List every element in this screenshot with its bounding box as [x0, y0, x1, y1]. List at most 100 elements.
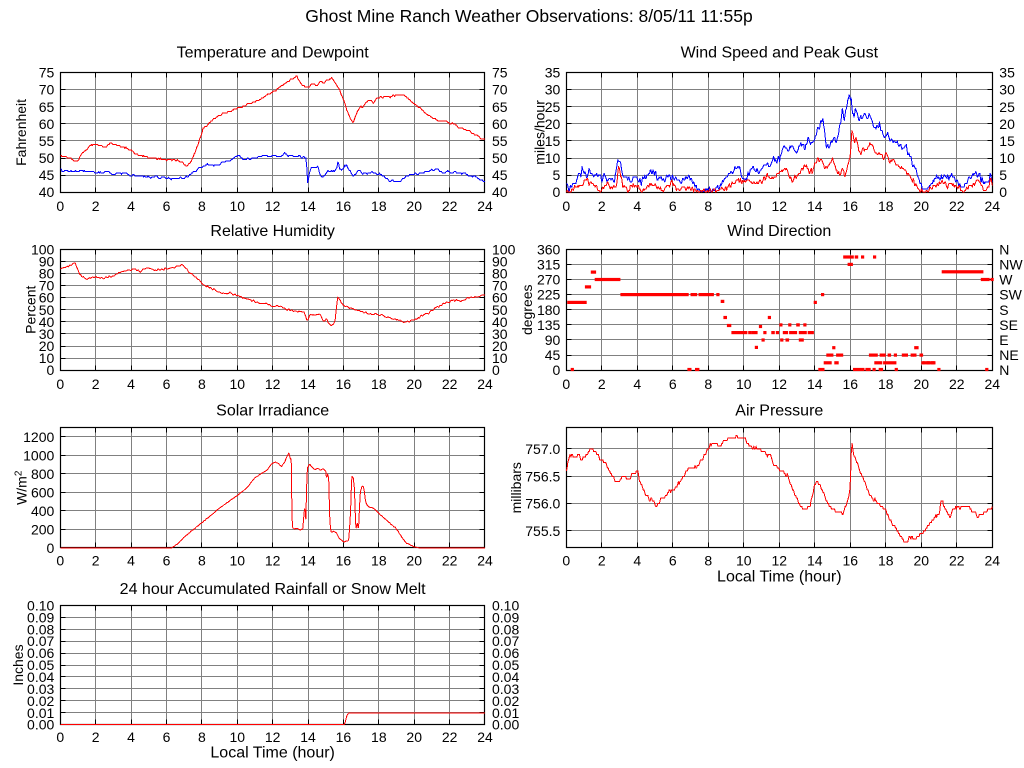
svg-text:NW: NW [999, 256, 1023, 272]
svg-text:0: 0 [47, 540, 55, 556]
svg-text:70: 70 [39, 278, 55, 294]
svg-text:15: 15 [999, 133, 1015, 149]
svg-text:24: 24 [477, 552, 493, 568]
svg-text:Percent: Percent [23, 286, 39, 334]
svg-text:2: 2 [598, 376, 606, 392]
svg-text:55: 55 [39, 133, 55, 149]
svg-text:6: 6 [669, 552, 677, 568]
svg-text:22: 22 [442, 729, 458, 745]
svg-text:756.0: 756.0 [525, 496, 560, 512]
svg-text:20: 20 [406, 376, 422, 392]
svg-text:50: 50 [39, 150, 55, 166]
svg-text:Temperature and Dewpoint: Temperature and Dewpoint [177, 44, 370, 61]
svg-text:30: 30 [545, 82, 561, 98]
svg-text:0.08: 0.08 [492, 621, 519, 637]
svg-text:16: 16 [336, 552, 352, 568]
svg-text:16: 16 [843, 198, 859, 214]
svg-text:12: 12 [265, 376, 281, 392]
svg-text:2: 2 [598, 552, 606, 568]
svg-text:55: 55 [492, 133, 508, 149]
svg-text:8: 8 [198, 198, 206, 214]
svg-text:24: 24 [985, 376, 1001, 392]
svg-text:0: 0 [492, 362, 500, 378]
svg-text:100: 100 [492, 241, 516, 257]
svg-text:Wind Speed and Peak Gust: Wind Speed and Peak Gust [681, 44, 879, 61]
svg-text:0: 0 [56, 729, 64, 745]
svg-text:2: 2 [598, 198, 606, 214]
svg-text:14: 14 [300, 552, 316, 568]
svg-text:14: 14 [807, 198, 823, 214]
svg-text:2: 2 [92, 552, 100, 568]
svg-text:2: 2 [92, 198, 100, 214]
svg-text:65: 65 [492, 99, 508, 115]
svg-text:16: 16 [843, 552, 859, 568]
svg-text:10: 10 [492, 350, 508, 366]
svg-text:10: 10 [736, 552, 752, 568]
svg-text:12: 12 [772, 376, 788, 392]
svg-text:0.09: 0.09 [492, 609, 519, 625]
svg-text:0: 0 [553, 362, 561, 378]
svg-text:80: 80 [492, 265, 508, 281]
svg-text:0.07: 0.07 [492, 633, 519, 649]
svg-text:Local Time (hour): Local Time (hour) [717, 569, 842, 586]
svg-text:8: 8 [704, 198, 712, 214]
svg-text:Inches: Inches [10, 644, 26, 685]
svg-text:6: 6 [669, 198, 677, 214]
svg-text:10: 10 [229, 729, 245, 745]
svg-text:40: 40 [39, 314, 55, 330]
svg-text:0.02: 0.02 [492, 693, 519, 709]
svg-text:Ghost Mine Ranch Weather Obser: Ghost Mine Ranch Weather Observations: 8… [305, 6, 752, 26]
svg-text:Fahrenheit: Fahrenheit [13, 99, 29, 166]
svg-text:18: 18 [371, 376, 387, 392]
svg-text:0.06: 0.06 [492, 645, 519, 661]
svg-text:24: 24 [985, 198, 1001, 214]
svg-text:16: 16 [336, 729, 352, 745]
svg-text:757.0: 757.0 [525, 441, 560, 457]
svg-text:4: 4 [633, 552, 641, 568]
svg-text:70: 70 [39, 82, 55, 98]
svg-text:0: 0 [562, 198, 570, 214]
svg-text:45: 45 [492, 167, 508, 183]
svg-text:756.5: 756.5 [525, 468, 560, 484]
svg-text:20: 20 [406, 552, 422, 568]
svg-text:600: 600 [31, 484, 55, 500]
svg-text:0: 0 [56, 552, 64, 568]
svg-text:12: 12 [265, 729, 281, 745]
svg-text:0: 0 [562, 376, 570, 392]
svg-text:45: 45 [545, 347, 561, 363]
svg-text:2: 2 [92, 729, 100, 745]
svg-text:5: 5 [553, 167, 561, 183]
svg-text:10: 10 [545, 150, 561, 166]
svg-text:0.02: 0.02 [27, 693, 54, 709]
svg-text:0.05: 0.05 [492, 657, 519, 673]
svg-text:6: 6 [163, 198, 171, 214]
svg-text:0.03: 0.03 [492, 681, 519, 697]
svg-text:22: 22 [442, 376, 458, 392]
svg-text:12: 12 [772, 552, 788, 568]
svg-text:12: 12 [265, 198, 281, 214]
svg-text:135: 135 [537, 317, 561, 333]
svg-text:0.04: 0.04 [27, 669, 54, 685]
svg-text:E: E [999, 332, 1008, 348]
svg-text:24: 24 [477, 198, 493, 214]
svg-text:S: S [999, 302, 1008, 318]
svg-text:2: 2 [92, 376, 100, 392]
svg-text:Solar Irradiance: Solar Irradiance [216, 403, 329, 420]
svg-text:0.03: 0.03 [27, 681, 54, 697]
svg-text:90: 90 [39, 253, 55, 269]
svg-text:N: N [999, 362, 1009, 378]
svg-text:22: 22 [442, 198, 458, 214]
svg-text:degrees: degrees [519, 284, 535, 335]
svg-text:15: 15 [545, 133, 561, 149]
svg-text:60: 60 [39, 290, 55, 306]
svg-text:4: 4 [633, 198, 641, 214]
svg-text:1200: 1200 [23, 429, 54, 445]
svg-text:0.01: 0.01 [27, 705, 54, 721]
svg-text:0: 0 [56, 376, 64, 392]
svg-text:18: 18 [878, 198, 894, 214]
svg-text:20: 20 [492, 338, 508, 354]
svg-text:80: 80 [39, 265, 55, 281]
svg-text:24: 24 [477, 729, 493, 745]
svg-text:NE: NE [999, 347, 1018, 363]
svg-text:40: 40 [492, 184, 508, 200]
